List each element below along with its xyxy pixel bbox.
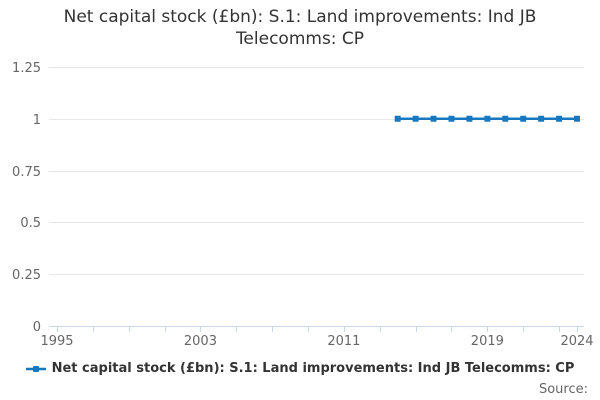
data-point-marker[interactable] bbox=[520, 115, 527, 122]
y-axis-label: 1.25 bbox=[12, 61, 41, 76]
source-label: Source: bbox=[538, 382, 588, 397]
data-point-marker[interactable] bbox=[466, 115, 473, 122]
x-axis-label: 2024 bbox=[560, 334, 593, 349]
line-series-legend-icon bbox=[25, 365, 46, 372]
data-point-marker[interactable] bbox=[448, 115, 455, 122]
y-axis-label: 1 bbox=[33, 113, 41, 128]
data-point-marker[interactable] bbox=[574, 115, 580, 122]
x-axis-label: 2019 bbox=[471, 334, 504, 349]
data-point-marker[interactable] bbox=[430, 115, 437, 122]
chart-plot: 0 0.25 0.5 0.75 1 1.25 1995 2003 2011 2019 2024 bbox=[12, 61, 594, 349]
y-axis-label: 0.75 bbox=[12, 165, 41, 180]
y-axis-label: 0.5 bbox=[20, 216, 41, 231]
legend[interactable]: Net capital stock (£bn): S.1: Land impro… bbox=[0, 361, 600, 376]
data-point-marker[interactable] bbox=[394, 115, 401, 122]
x-axis-label: 2011 bbox=[327, 334, 360, 349]
data-point-marker[interactable] bbox=[556, 115, 563, 122]
legend-label: Net capital stock (£bn): S.1: Land impro… bbox=[51, 361, 575, 376]
data-point-marker[interactable] bbox=[502, 115, 509, 122]
data-point-marker[interactable] bbox=[538, 115, 545, 122]
data-point-marker[interactable] bbox=[484, 115, 491, 122]
chart-title: Net capital stock (£bn): S.1: Land impro… bbox=[63, 7, 537, 49]
x-axis-label: 1995 bbox=[40, 334, 73, 349]
y-axis-label: 0 bbox=[33, 320, 41, 335]
x-axis-label: 2003 bbox=[184, 334, 217, 349]
data-point-marker[interactable] bbox=[412, 115, 419, 122]
y-axis-label: 0.25 bbox=[12, 268, 41, 283]
